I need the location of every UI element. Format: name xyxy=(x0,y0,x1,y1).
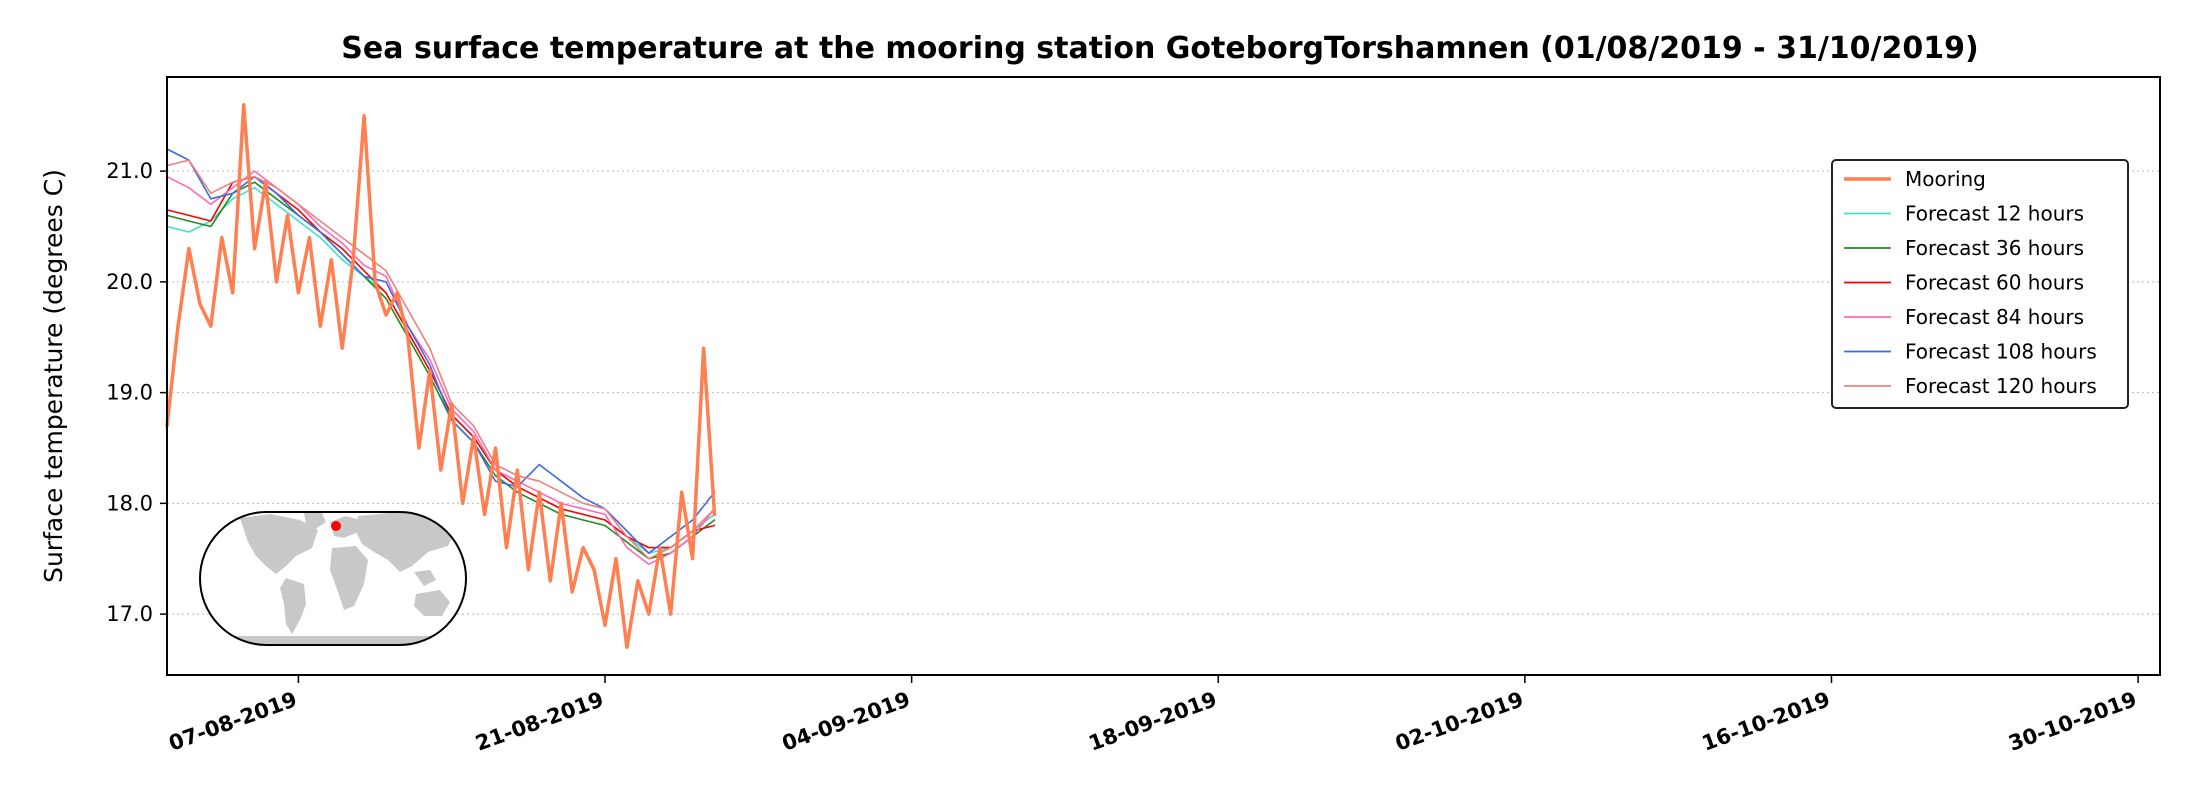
south-america-shape xyxy=(280,578,306,634)
series-line-5 xyxy=(166,148,716,555)
map-outline xyxy=(199,511,467,646)
legend-items: Mooring Forecast 12 hours Forecast 36 hour… xyxy=(1844,167,2097,398)
legend-label: Mooring xyxy=(1905,167,1986,191)
legend-label: Forecast 84 hours xyxy=(1905,305,2084,329)
north-america-shape xyxy=(240,514,318,574)
legend-box xyxy=(1831,159,2129,409)
legend-label: Forecast 120 hours xyxy=(1905,374,2097,398)
series-line-6 xyxy=(166,159,716,560)
greenland-shape xyxy=(304,513,326,530)
legend: Mooring Forecast 12 hours Forecast 36 hour… xyxy=(1831,159,2129,409)
legend-label: Forecast 60 hours xyxy=(1905,271,2084,295)
station-marker xyxy=(331,521,341,531)
y-tick-label: 20.0 xyxy=(106,270,153,294)
y-axis-ticks: 17.0 18.0 19.0 20.0 21.0 xyxy=(106,159,167,626)
y-axis-label: Surface temperature (degrees C) xyxy=(39,169,68,583)
y-tick-label: 17.0 xyxy=(106,602,153,626)
series-line-4 xyxy=(166,170,716,566)
australia-shape xyxy=(414,590,450,616)
series-layer xyxy=(165,102,717,650)
series-line-2 xyxy=(166,181,716,560)
asia-shape xyxy=(356,512,456,572)
africa-shape xyxy=(330,546,368,610)
plot-frame xyxy=(166,76,2161,676)
y-gridlines xyxy=(167,170,2160,615)
y-tick-label: 19.0 xyxy=(106,381,153,405)
antarctica-shape xyxy=(200,636,466,645)
legend-label: Forecast 12 hours xyxy=(1905,202,2084,226)
legend-label: Forecast 36 hours xyxy=(1905,236,2084,260)
land-masses xyxy=(200,512,466,645)
chart-title: Sea surface temperature at the mooring s… xyxy=(341,31,1978,66)
southeast-asia-shape xyxy=(414,570,436,586)
y-tick-label: 18.0 xyxy=(106,491,153,515)
legend-label: Forecast 108 hours xyxy=(1905,340,2097,364)
world-map-inset xyxy=(199,511,467,646)
series-line-0 xyxy=(165,102,717,650)
y-tick-label: 21.0 xyxy=(106,159,153,183)
